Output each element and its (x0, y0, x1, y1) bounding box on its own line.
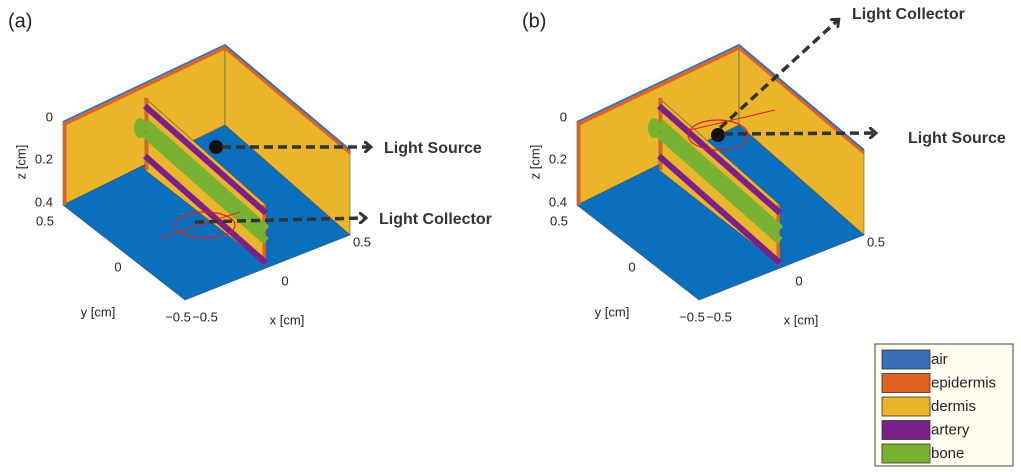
y-axis-label: y [cm] (595, 304, 630, 319)
z-tick-label: 0.4 (549, 194, 567, 209)
z-axis-label: z [cm] (527, 145, 542, 180)
y-tick-label: 0 (114, 259, 121, 274)
x-tick-label: −0.5 (706, 309, 732, 324)
panel-b (577, 45, 864, 300)
bone-blob (134, 118, 146, 138)
x-tick-label: −0.5 (192, 309, 218, 324)
y-axis-label: y [cm] (81, 304, 116, 319)
annotation: Light Source (384, 140, 482, 157)
annotation: Light Collector (379, 211, 492, 228)
annotation: Light Collector (852, 6, 965, 23)
x-tick-label: 0 (795, 273, 802, 288)
panel-a (63, 45, 350, 300)
z-tick-label: 0 (560, 109, 567, 124)
z-axis-label: z [cm] (13, 145, 28, 180)
legend-label: artery (931, 421, 970, 438)
z-tick-label: 0.4 (35, 194, 53, 209)
y-tick-label: −0.5 (679, 309, 705, 324)
x-tick-label: 0.5 (867, 234, 885, 249)
legend-label: air (931, 351, 948, 368)
legend-label: bone (931, 445, 964, 462)
z-tick-label: 0 (46, 109, 53, 124)
legend-swatch (882, 350, 930, 369)
page: {"panels": [ {"label": "(a)", "z_label":… (0, 0, 1021, 472)
x-tick-label: 0 (281, 273, 288, 288)
legend-label: epidermis (931, 374, 996, 391)
y-tick-label: 0.5 (36, 213, 54, 228)
legend-swatch (882, 397, 930, 416)
panel-label: (a) (8, 10, 32, 32)
z-tick-label: 0.2 (549, 151, 567, 166)
panel-label: (b) (522, 10, 546, 32)
annotation: Light Source (908, 130, 1006, 147)
light-source (209, 140, 223, 154)
figure: (a) 0 0.2 0.4 z [cm] 0.5 0 −0.5 y [cm] −0.5 0 0.5 x … (0, 0, 1021, 472)
arrow (724, 133, 875, 134)
y-tick-label: 0 (628, 259, 635, 274)
x-axis-label: x [cm] (270, 312, 305, 327)
x-tick-label: 0.5 (353, 234, 371, 249)
legend-swatch (882, 374, 930, 393)
x-axis-label: x [cm] (784, 312, 819, 327)
legend-swatch (882, 421, 930, 440)
legend-label: dermis (931, 398, 976, 415)
z-tick-label: 0.2 (35, 151, 53, 166)
legend-swatch (882, 444, 930, 463)
light-source (711, 128, 725, 142)
y-tick-label: −0.5 (165, 309, 191, 324)
bone-blob (648, 118, 660, 138)
y-tick-label: 0.5 (550, 213, 568, 228)
